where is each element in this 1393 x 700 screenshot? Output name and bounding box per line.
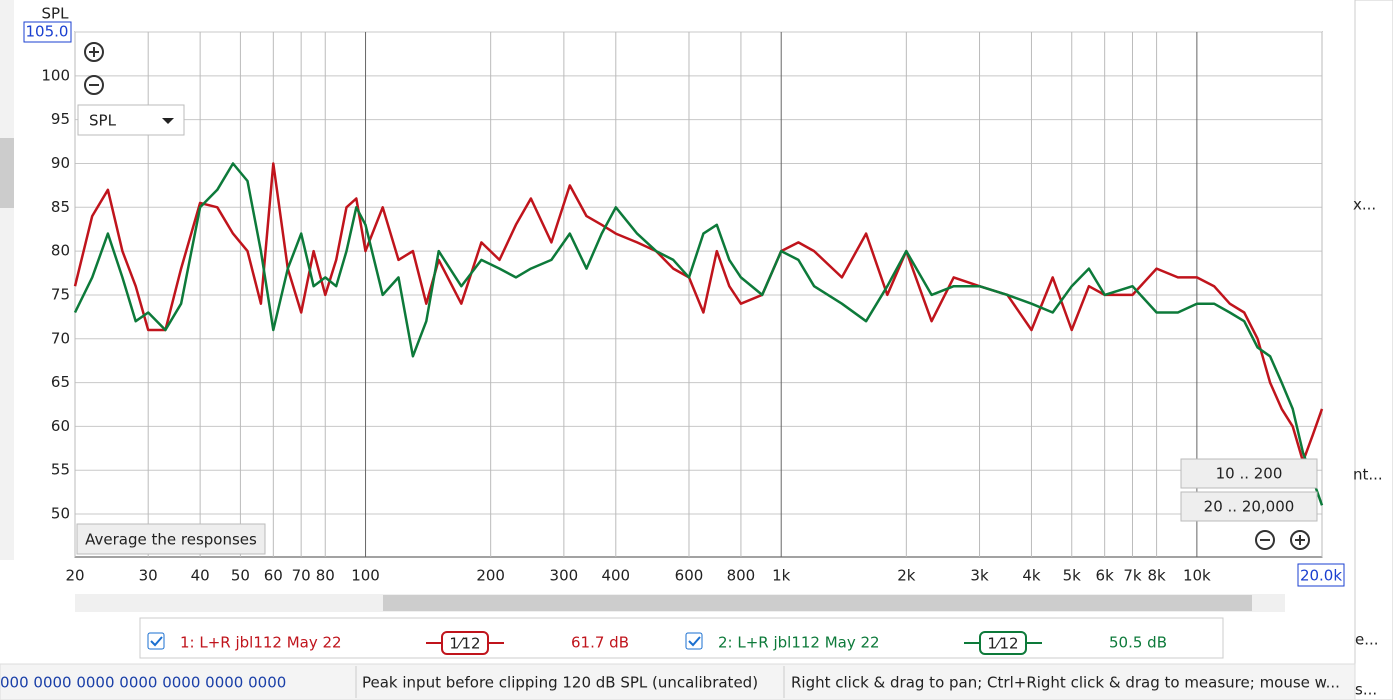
side-text: x... [1353, 196, 1376, 214]
x-tick-label: 300 [550, 567, 579, 585]
y-tick-label: 75 [51, 285, 70, 303]
smoothing: 1⁄12 [449, 635, 480, 653]
y-tick-label: 70 [51, 329, 70, 347]
x-tick-label: 40 [191, 567, 210, 585]
x-zoom-in[interactable] [1290, 530, 1310, 550]
x-tick-label: 20 [65, 567, 84, 585]
x-tick-label: 8k [1147, 567, 1166, 585]
legend-name: 2: L+R jbl112 May 22 [718, 634, 880, 652]
series-line [73, 162, 1324, 506]
x-tick-label: 30 [139, 567, 158, 585]
icon [1295, 535, 1305, 545]
range-text: 10 .. 200 [1216, 465, 1283, 483]
side-text: e... [1355, 631, 1379, 649]
y-axis-label: SPL [42, 5, 70, 23]
x-tick-label: 3k [970, 567, 989, 585]
smoothing-box [441, 631, 489, 655]
legend-checkbox[interactable] [147, 632, 165, 650]
zoom-out[interactable] [84, 75, 104, 95]
x-tick-label: 7k [1123, 567, 1142, 585]
h-thumb[interactable] [383, 595, 1252, 611]
y-tick-label: 105.0 [26, 23, 69, 41]
axis-limit-box [23, 21, 72, 43]
y-tick-label: 80 [51, 242, 70, 260]
legend-name: 1: L+R jbl112 May 22 [180, 634, 342, 652]
x-tick-label: 600 [675, 567, 704, 585]
x-tick-label: 1k [772, 567, 791, 585]
x-tick-label: 100 [351, 567, 380, 585]
legend-level: 61.7 dB [571, 634, 629, 652]
side-panel [1354, 0, 1393, 700]
smoothing: 1⁄12 [987, 635, 1018, 653]
x-tick-label: 20.0k [1300, 567, 1342, 585]
x-tick-label: 400 [601, 567, 630, 585]
x-tick-label: 70 [292, 567, 311, 585]
left-thumb[interactable] [0, 138, 14, 208]
side-text: s... [1355, 681, 1377, 699]
x-tick-label: 10k [1183, 567, 1211, 585]
range-button[interactable]: 10 .. 200 [1180, 458, 1318, 489]
y-tick-label: 60 [51, 417, 70, 435]
y-tick-label: 95 [51, 110, 70, 128]
x-tick-label: 800 [727, 567, 756, 585]
x-tick-label: 80 [316, 567, 335, 585]
x-tick-label: 2k [897, 567, 916, 585]
x-tick-label: 4k [1022, 567, 1041, 585]
dropdown-text: SPL [89, 112, 117, 130]
series-line [73, 162, 1324, 463]
legend-checkbox[interactable] [685, 632, 703, 650]
left-scroll[interactable] [0, 0, 14, 560]
x-tick-label: 5k [1063, 567, 1082, 585]
side-text: nt... [1353, 466, 1383, 484]
status-text: Right click & drag to pan; Ctrl+Right cl… [791, 674, 1340, 692]
x-tick-label: 60 [264, 567, 283, 585]
dropdown[interactable]: SPL [77, 104, 185, 136]
y-tick-label: 90 [51, 154, 70, 172]
y-tick-label: 65 [51, 373, 70, 391]
zoom-in-icon [89, 47, 99, 57]
range-text: 20 .. 20,000 [1204, 498, 1295, 516]
status-text: Peak input before clipping 120 dB SPL (u… [362, 674, 758, 692]
y-tick-label: 50 [51, 505, 70, 523]
x-tick-label: 6k [1096, 567, 1115, 585]
x-zoom-out[interactable] [1255, 530, 1275, 550]
check [688, 636, 701, 647]
status-counters: 000 0000 0000 0000 0000 0000 0000 [0, 674, 286, 692]
check [150, 636, 163, 647]
smoothing-box [979, 631, 1027, 655]
y-tick-label: 100 [41, 66, 70, 84]
axis-limit-box [1297, 563, 1345, 587]
y-tick-label: 85 [51, 198, 70, 216]
average-button[interactable]: Average the responses [76, 523, 266, 555]
y-tick-label: 55 [51, 461, 70, 479]
zoom-in[interactable] [84, 42, 104, 62]
range-button[interactable]: 20 .. 20,000 [1180, 491, 1318, 522]
legend [139, 617, 1224, 659]
average-text: Average the responses [85, 531, 257, 549]
x-tick-label: 50 [231, 567, 250, 585]
legend-level: 50.5 dB [1109, 634, 1167, 652]
x-tick-label: 200 [476, 567, 505, 585]
status-bar [0, 663, 1356, 700]
